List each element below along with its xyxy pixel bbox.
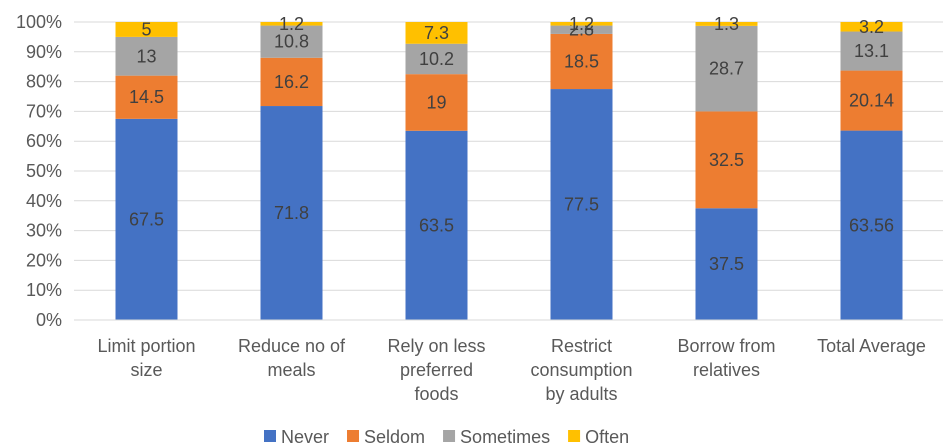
- data-label: 63.5: [419, 215, 454, 235]
- data-label: 10.2: [419, 49, 454, 69]
- legend-swatch: [264, 430, 276, 442]
- x-tick-label: Rely on less: [387, 336, 485, 356]
- data-label: 63.56: [849, 215, 894, 235]
- bar-segment-seldom: [260, 57, 323, 107]
- x-tick-label: meals: [267, 360, 315, 380]
- bar-segment-sometimes: [550, 25, 613, 34]
- data-label: 14.5: [129, 87, 164, 107]
- legend-label: Never: [281, 427, 329, 446]
- data-label: 1.3: [714, 14, 739, 34]
- x-tick-label: relatives: [693, 360, 760, 380]
- data-label: 20.14: [849, 91, 894, 111]
- x-tick-label: Borrow from: [677, 336, 775, 356]
- y-tick-label: 50%: [26, 161, 62, 181]
- data-label: 71.8: [274, 203, 309, 223]
- data-label: 1.2: [279, 14, 304, 34]
- data-label: 7.3: [424, 23, 449, 43]
- y-tick-label: 90%: [26, 42, 62, 62]
- legend-swatch: [443, 430, 456, 442]
- data-label: 3.2: [859, 17, 884, 37]
- bar-segment-seldom: [550, 33, 613, 90]
- data-label: 18.5: [564, 51, 599, 71]
- x-tick-label: consumption: [530, 360, 632, 380]
- bar-segment-never: [260, 106, 323, 320]
- y-tick-label: 80%: [26, 72, 62, 92]
- x-tick-label: by adults: [545, 384, 617, 404]
- legend-label: Sometimes: [460, 427, 550, 446]
- data-label: 1.2: [569, 14, 594, 34]
- bar-segment-sometimes: [260, 25, 323, 58]
- data-label: 16.2: [274, 72, 309, 92]
- y-tick-label: 70%: [26, 101, 62, 121]
- data-label: 37.5: [709, 254, 744, 274]
- x-tick-label: preferred: [400, 360, 473, 380]
- bar-segment-sometimes: [405, 43, 468, 75]
- bar-segment-often: [115, 22, 178, 37]
- legend-swatch: [568, 430, 581, 442]
- y-tick-label: 10%: [26, 280, 62, 300]
- data-label: 19: [426, 92, 446, 112]
- data-label: 13: [136, 46, 156, 66]
- data-label: 32.5: [709, 150, 744, 170]
- bar-segment-seldom: [115, 75, 178, 119]
- data-label: 67.5: [129, 209, 164, 229]
- y-tick-label: 30%: [26, 221, 62, 241]
- bar-segment-often: [840, 22, 903, 32]
- legend-swatch: [347, 430, 360, 442]
- bar-segment-often: [695, 22, 758, 26]
- bar-segment-sometimes: [695, 25, 758, 112]
- x-tick-label: Total Average: [817, 336, 926, 356]
- y-tick-label: 60%: [26, 131, 62, 151]
- gridlines: [74, 21, 943, 321]
- data-label: 10.8: [274, 32, 309, 52]
- bar-segment-often: [260, 22, 323, 26]
- x-tick-label: Restrict: [551, 336, 612, 356]
- bar-segment-often: [405, 22, 468, 44]
- bar-segment-sometimes: [115, 36, 178, 76]
- data-label: 77.5: [564, 195, 599, 215]
- legend-label: Seldom: [364, 427, 425, 446]
- y-tick-label: 40%: [26, 191, 62, 211]
- bar-segment-never: [695, 208, 758, 320]
- bar-segment-never: [115, 118, 178, 320]
- bar-segment-often: [550, 22, 613, 26]
- bar-segment-never: [405, 130, 468, 320]
- y-tick-label: 100%: [16, 12, 62, 32]
- y-tick-label: 0%: [36, 310, 62, 330]
- x-tick-label: size: [130, 360, 162, 380]
- y-axis: 0% 10% 20% 30% 40% 50% 60% 70% 80% 90% 100%: [16, 12, 62, 330]
- bar-segment-never: [550, 89, 613, 320]
- data-label: 13.1: [854, 41, 889, 61]
- data-label: 28.7: [709, 59, 744, 79]
- bar-segment-sometimes: [840, 31, 903, 71]
- bar-segment-seldom: [405, 74, 468, 131]
- bar-segment-seldom: [840, 70, 903, 131]
- data-label: 5: [141, 19, 151, 39]
- legend: Never Seldom Sometimes Often: [264, 427, 629, 446]
- x-axis: Limit portion size Reduce no of meals Rely o…: [74, 319, 943, 404]
- legend-label: Often: [585, 427, 629, 446]
- bar-segment-never: [840, 130, 903, 320]
- x-tick-label: Reduce no of: [238, 336, 346, 356]
- bar-segment-seldom: [695, 111, 758, 209]
- y-tick-label: 20%: [26, 250, 62, 270]
- x-tick-label: Limit portion: [97, 336, 195, 356]
- x-tick-label: foods: [414, 384, 458, 404]
- bars: 67.514.513571.816.210.81.263.51910.27.37…: [115, 14, 903, 320]
